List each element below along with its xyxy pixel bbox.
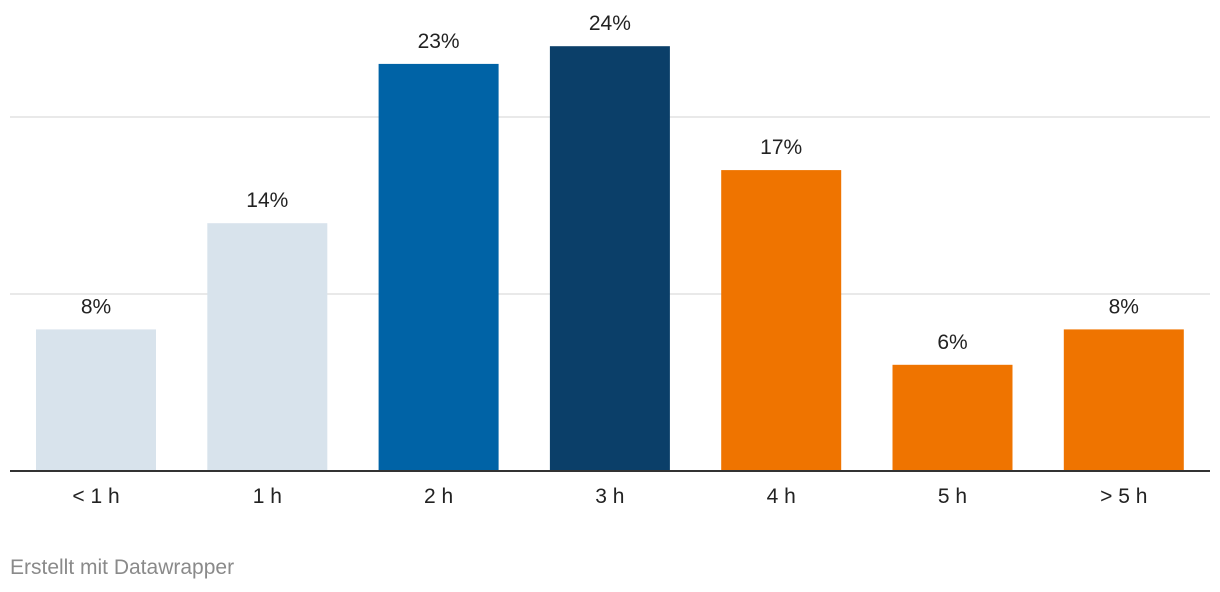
bar-value-label: 8% [81,295,111,318]
bar [36,329,156,471]
bar [207,223,328,471]
x-tick-label: 1 h [253,485,282,508]
x-tick-label: < 1 h [72,485,119,508]
x-tick-label: 5 h [938,485,967,508]
x-tick-label: 3 h [595,485,624,508]
bar [892,364,1013,471]
bar-chart: 8% < 1 h 14% 1 h 23% 2 h 24% 3 h 17% 4 h 6% 5 h 8% > … [10,12,1210,508]
bar-value-label: 6% [937,331,967,354]
bar-value-label: 17% [760,136,802,159]
bar [1063,329,1184,471]
bar [378,63,499,472]
x-tick-label: > 5 h [1100,485,1147,508]
x-tick-label: 2 h [424,485,453,508]
credit-footer: Erstellt mit Datawrapper [10,556,235,579]
bar-value-label: 8% [1109,295,1139,318]
bar-value-label: 24% [589,12,631,35]
x-tick-label: 4 h [767,485,796,508]
bar-value-label: 23% [418,30,460,53]
bar [721,170,842,471]
bar [549,46,670,471]
bar-value-label: 14% [246,189,288,212]
